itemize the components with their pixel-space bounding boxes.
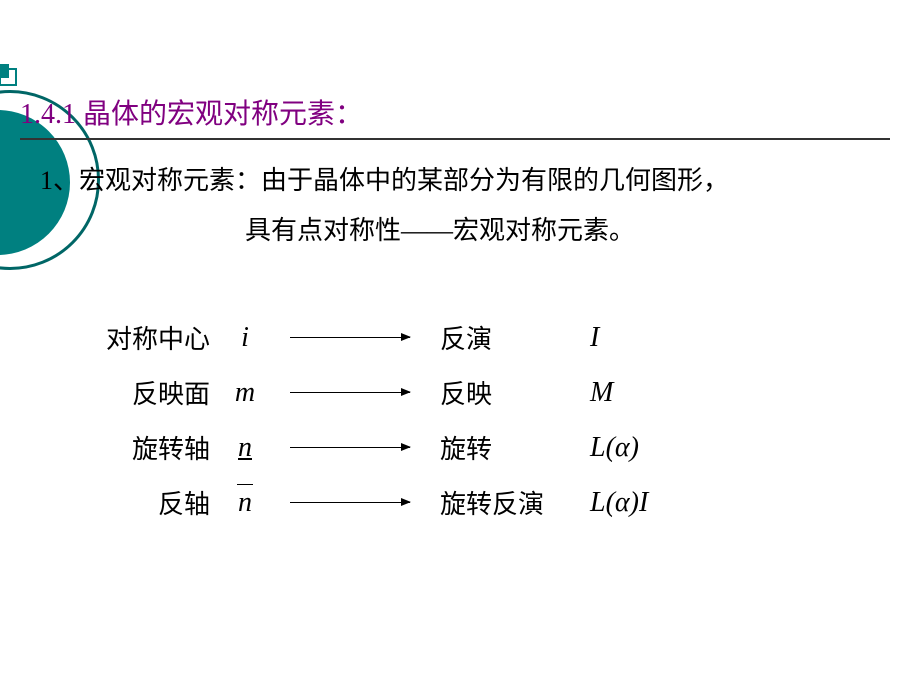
element-label: 旋转轴 xyxy=(80,429,210,466)
element-symbol: n xyxy=(210,487,270,519)
operation-label: 反映 xyxy=(430,374,560,411)
element-label: 反轴 xyxy=(80,484,210,521)
operation-notation: I xyxy=(560,322,680,354)
operation-notation: L(α) xyxy=(560,432,680,464)
table-row: 反轴 n 旋转反演 L(α)I xyxy=(80,475,680,530)
arrow-icon xyxy=(270,337,430,338)
table-row: 反映面 m 反映 M xyxy=(80,365,680,420)
heading-divider xyxy=(20,138,890,140)
operation-notation: M xyxy=(560,377,680,409)
element-label: 对称中心 xyxy=(80,319,210,356)
table-row: 旋转轴 n 旋转 L(α) xyxy=(80,420,680,475)
arrow-icon xyxy=(270,392,430,393)
table-row: 对称中心 i 反演 I xyxy=(80,310,680,365)
operation-label: 旋转反演 xyxy=(430,484,560,521)
arrow-icon xyxy=(270,447,430,448)
element-label: 反映面 xyxy=(80,374,210,411)
decoration-square xyxy=(0,64,21,90)
element-symbol: m xyxy=(210,377,270,409)
arrow-icon xyxy=(270,502,430,503)
element-symbol: i xyxy=(210,322,270,354)
element-symbol: n xyxy=(210,432,270,464)
symmetry-table: 对称中心 i 反演 I 反映面 m 反映 M 旋转轴 n 旋转 L(α) 反轴 … xyxy=(80,310,680,530)
operation-label: 旋转 xyxy=(430,429,560,466)
operation-label: 反演 xyxy=(430,319,560,356)
section-heading: 1.4.1 晶体的宏观对称元素： xyxy=(20,92,363,132)
body-line-1: 1、宏观对称元素：由于晶体中的某部分为有限的几何图形， xyxy=(40,160,729,197)
operation-notation: L(α)I xyxy=(560,487,680,519)
body-line-2: 具有点对称性——宏观对称元素。 xyxy=(245,210,635,247)
